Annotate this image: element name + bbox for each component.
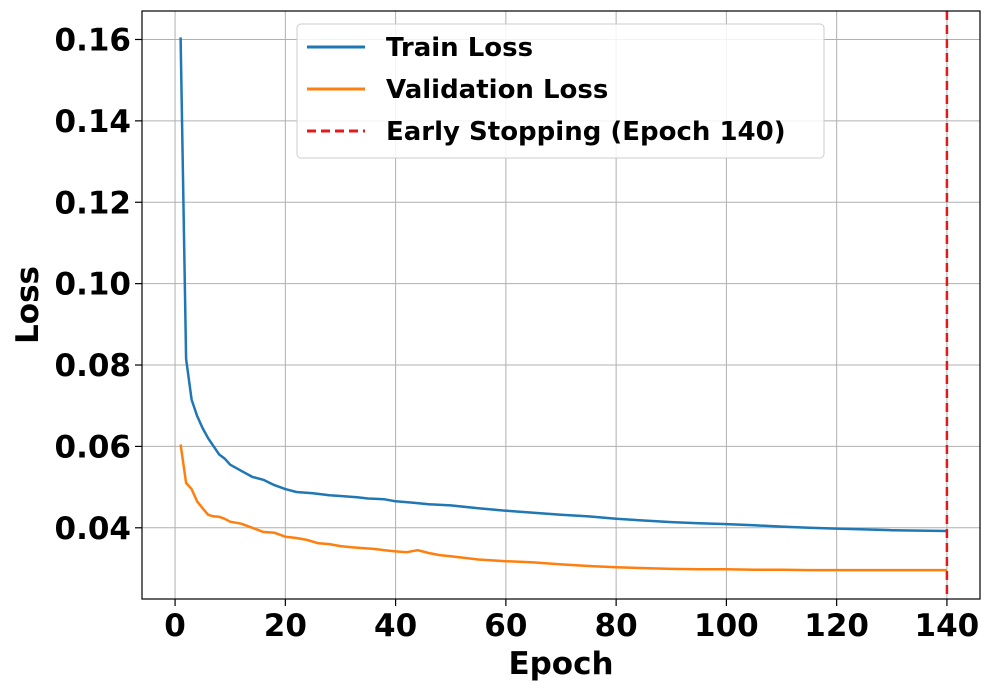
x-tick-label: 60 [484, 608, 527, 644]
y-axis-ticks: 0.04 0.06 0.08 0.10 0.12 0.14 0.16 [55, 22, 142, 547]
x-tick-label: 40 [374, 608, 417, 644]
y-tick-label: 0.10 [55, 267, 132, 303]
x-tick-label: 0 [164, 608, 186, 644]
x-tick-label: 100 [694, 608, 759, 644]
legend-label-validation-loss: Validation Loss [386, 75, 608, 105]
y-tick-label: 0.06 [55, 429, 132, 465]
plot-frame [141, 10, 981, 600]
y-tick-label: 0.16 [55, 22, 132, 58]
legend-label-early-stopping: Early Stopping (Epoch 140) [386, 117, 786, 147]
series-line-train-loss [179, 37, 947, 533]
legend-label-train-loss: Train Loss [386, 33, 533, 63]
y-tick-label: 0.04 [55, 511, 132, 547]
x-tick-label: 120 [804, 608, 869, 644]
x-axis-title: Epoch [508, 646, 613, 682]
y-tick-label: 0.12 [55, 185, 132, 221]
legend: Train Loss Validation Loss Early Stoppin… [296, 23, 825, 159]
y-tick-label: 0.14 [55, 104, 132, 140]
x-tick-label: 20 [264, 608, 307, 644]
series-line-validation-loss [179, 444, 947, 572]
y-axis-title: Loss [10, 266, 46, 344]
series-layer [179, 37, 947, 572]
x-tick-label: 140 [915, 608, 980, 644]
legend-box [296, 23, 825, 159]
y-tick-label: 0.08 [55, 348, 132, 384]
x-tick-label: 80 [595, 608, 638, 644]
x-axis-ticks: 0 20 40 60 80 100 120 140 [164, 599, 979, 644]
